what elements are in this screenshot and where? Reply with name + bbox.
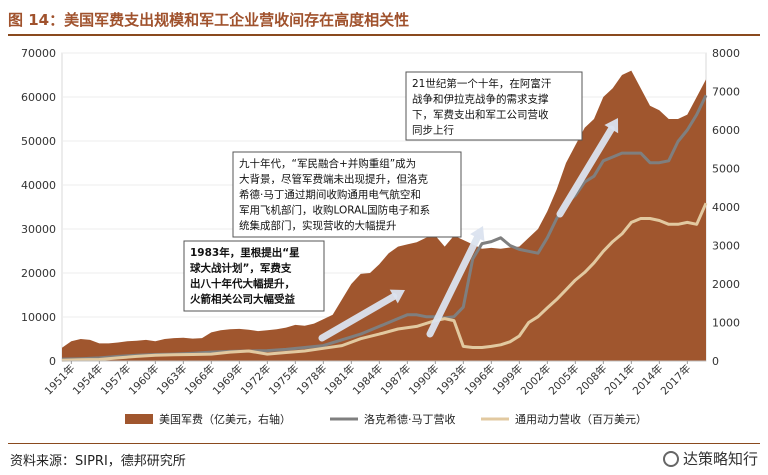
left-axis-tick-label: 50000 <box>21 135 56 148</box>
legend-swatch <box>125 414 153 424</box>
right-axis-tick-label: 8000 <box>712 47 740 60</box>
annotation-text: 战争和伊拉克战争的需求支撑 <box>412 93 549 106</box>
x-axis-tick-label: 1966年 <box>182 362 218 398</box>
title-bar: 图 14：美国军费支出规模和军工企业营收间存在高度相关性 <box>8 6 760 36</box>
left-axis-tick-label: 10000 <box>21 311 56 324</box>
x-axis-tick-label: 1981年 <box>322 362 358 398</box>
footer-divider <box>8 443 760 444</box>
annotation-text: 球大战计划”，军费支 <box>190 262 292 275</box>
annotation-text: 大背景，尽管军费端未出现提升，但洛克 <box>239 173 428 186</box>
annotation-text: 1983年，里根提出“星 <box>190 246 300 259</box>
trend-arrow-shaft <box>426 234 481 338</box>
legend: 美国军费（亿美元，右轴） 洛克希德·马丁营收 通用动力营收（百万美元） <box>125 412 647 426</box>
x-axis-tick-label: 1951年 <box>42 362 78 398</box>
watermark: 达策略知行 <box>662 448 758 469</box>
x-axis-tick-label: 2002年 <box>518 362 554 398</box>
line-layer <box>61 94 708 362</box>
x-axis-tick-label: 1963年 <box>154 362 190 398</box>
x-axis-tick-label: 1978年 <box>294 362 330 398</box>
right-axis-tick-label: 6000 <box>712 124 740 137</box>
annotation-box <box>183 240 325 312</box>
x-axis-tick-label: 1996年 <box>462 362 498 398</box>
annotation-text: 军用飞机部门，收购LORAL国防电子和系 <box>239 204 430 217</box>
x-axis-tick-label: 2014年 <box>630 362 666 398</box>
right-axis-tick-label: 2000 <box>712 278 740 291</box>
legend-label: 洛克希德·马丁营收 <box>364 412 456 426</box>
annotation-text: 下，军费支出和军工公司营收 <box>412 108 549 121</box>
right-axis-tick-label: 7000 <box>712 86 740 99</box>
left-axis-tick-label: 0 <box>49 355 56 368</box>
annotation-text: 同步上行 <box>412 124 454 137</box>
left-axis-tick-label: 70000 <box>21 47 56 60</box>
trend-arrow-head <box>470 226 485 242</box>
annotation-box <box>405 71 583 141</box>
x-axis-tick-label: 1999年 <box>490 362 526 398</box>
right-axis-tick-label: 5000 <box>712 163 740 176</box>
left-axis-tick-label: 30000 <box>21 223 56 236</box>
x-axis-tick-label: 1990年 <box>406 362 442 398</box>
x-axis-tick-label: 1954年 <box>70 362 106 398</box>
annotation-text: 21世纪第一个十年，在阿富汗 <box>412 77 552 90</box>
x-axis-tick-label: 2011年 <box>602 362 638 398</box>
x-axis-tick-label: 1972年 <box>238 362 274 398</box>
right-axis-tick-label: 3000 <box>712 240 740 253</box>
right-axis-tick-label: 1000 <box>712 317 740 330</box>
legend-label: 美国军费（亿美元，右轴） <box>159 412 291 426</box>
trend-arrow-shaft <box>556 125 615 218</box>
x-axis-tick-label: 2008年 <box>574 362 610 398</box>
trend-arrow-head <box>389 289 405 304</box>
watermark-icon <box>662 451 679 467</box>
source-text: 资料来源：SIPRI，德邦研究所 <box>10 454 186 469</box>
x-axis-tick-label: 1993年 <box>434 362 470 398</box>
x-axis-tick-label: 1969年 <box>210 362 246 398</box>
legend-label: 通用动力营收（百万美元） <box>515 412 647 426</box>
annotation-text: 九十年代，“军民融合+并购重组”成为 <box>239 157 416 170</box>
x-axis-tick-label: 1975年 <box>266 362 302 398</box>
annotation-text: 统集成部门，实现营收的大幅提升 <box>239 219 397 232</box>
annotation-text: 火箭相关公司大幅受益 <box>190 293 295 306</box>
annotation-text: 希德·马丁通过期间收购通用电气航空和 <box>239 188 421 201</box>
annotation-text: 出八十年代大幅提升， <box>190 277 295 290</box>
x-axis-tick-label: 2017年 <box>658 362 694 398</box>
figure-title: 图 14：美国军费支出规模和军工企业营收间存在高度相关性 <box>8 11 410 29</box>
series-military-spending-area <box>62 70 706 361</box>
left-axis-tick-label: 20000 <box>21 267 56 280</box>
x-axis-tick-label: 2005年 <box>546 362 582 398</box>
x-axis-tick-label: 1984年 <box>350 362 386 398</box>
right-axis-tick-label: 0 <box>712 355 719 368</box>
x-axis-tick-label: 1957年 <box>98 362 134 398</box>
trend-arrow-shaft <box>318 293 398 342</box>
annotation-box <box>232 151 462 238</box>
series-general-dynamics-line <box>61 202 708 362</box>
trend-arrow-head <box>604 118 619 134</box>
area-layer <box>62 70 706 361</box>
x-axis-tick-label: 1987年 <box>378 362 414 398</box>
left-axis-tick-label: 60000 <box>21 91 56 104</box>
x-axis-tick-label: 1960年 <box>126 362 162 398</box>
right-axis-tick-label: 4000 <box>712 201 740 214</box>
watermark-text: 达策略知行 <box>682 450 758 468</box>
arrow-layer <box>318 118 619 342</box>
left-axis-tick-label: 40000 <box>21 179 56 192</box>
